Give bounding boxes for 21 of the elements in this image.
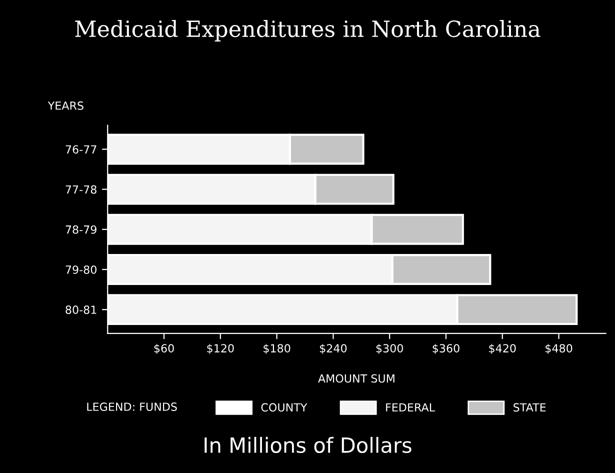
x-tick-label: $60 (154, 344, 174, 354)
y-tick-label: 77-78 (66, 185, 96, 194)
y-tick-label: 78-79 (66, 225, 96, 234)
text: In Millions of Dollars (204, 436, 412, 454)
x-tick-label: $120 (207, 344, 234, 354)
y-axis-title: YEARS (48, 101, 84, 110)
legend-title: LEGEND: FUNDS (87, 402, 177, 411)
x-tick-label: $300 (376, 344, 403, 354)
legend-label: COUNTY (261, 403, 308, 412)
chart-title: Medicaid Expenditures in North Carolina (75, 20, 540, 42)
legend-label: STATE (514, 403, 546, 412)
x-tick-label: $480 (546, 344, 572, 354)
legend-label: FEDERAL (386, 403, 435, 412)
x-tick-label: $360 (432, 344, 460, 354)
y-tick-label: 79-80 (66, 265, 96, 274)
x-tick-label: $240 (320, 344, 347, 354)
x-tick-label: $180 (264, 344, 290, 354)
y-tick-label: 76-77 (66, 145, 96, 154)
x-axis-title: AMOUNT SUM (318, 374, 394, 383)
x-tick-label: $420 (489, 344, 516, 354)
y-tick-label: 80-81 (66, 306, 96, 314)
